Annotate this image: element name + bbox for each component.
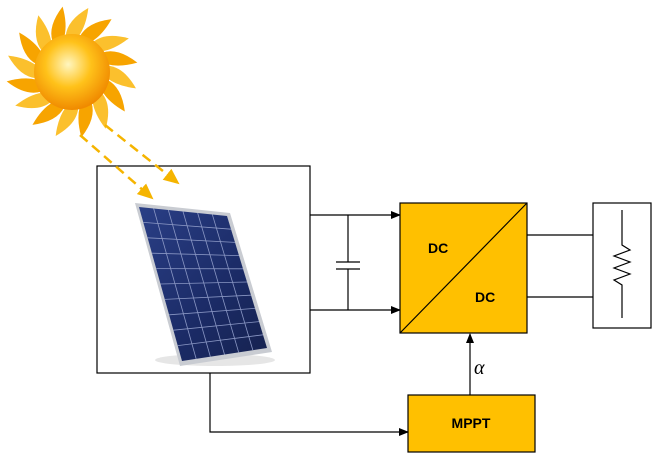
sun-disk [34, 34, 110, 110]
sun-icon [7, 7, 138, 138]
duty-cycle-label: α [474, 357, 485, 379]
page: {"blocks": {"converter": {"input": "DC",… [0, 0, 652, 459]
converter-input-label: DC [428, 240, 448, 256]
converter-output-label: DC [475, 289, 495, 305]
wire [210, 373, 408, 432]
capacitor [336, 215, 360, 310]
mppt-label: MPPT [452, 415, 491, 431]
diagram: DC DC MPPT α [0, 0, 652, 459]
